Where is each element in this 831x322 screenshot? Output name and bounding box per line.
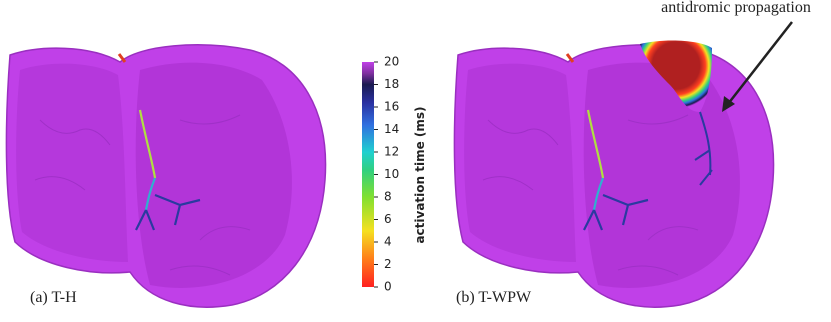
tick-label: 2 — [384, 257, 392, 271]
tick-label: 0 — [384, 280, 392, 294]
annotation: antidromic propagation — [661, 0, 811, 16]
colorbar — [362, 62, 374, 287]
caption: (a) T-H — [30, 289, 77, 306]
tick-label: 16 — [384, 100, 399, 114]
caption: (b) T-WPW — [456, 289, 532, 306]
tick-label: 20 — [384, 55, 399, 69]
heart-model — [452, 43, 776, 309]
tick-label: 10 — [384, 167, 399, 181]
tick-label: 14 — [384, 122, 399, 136]
heart-model — [4, 43, 328, 309]
tick-label: 4 — [384, 235, 392, 249]
tick-label: 8 — [384, 190, 392, 204]
arrow-head — [722, 96, 735, 112]
tick-label: 6 — [384, 212, 392, 226]
fiber — [694, 111, 713, 186]
arrow — [727, 21, 793, 105]
activation-region — [640, 40, 712, 112]
tick-label: 18 — [384, 77, 399, 91]
tick-label: 12 — [384, 145, 399, 159]
colorbar-label: activation time (ms) — [413, 106, 427, 243]
